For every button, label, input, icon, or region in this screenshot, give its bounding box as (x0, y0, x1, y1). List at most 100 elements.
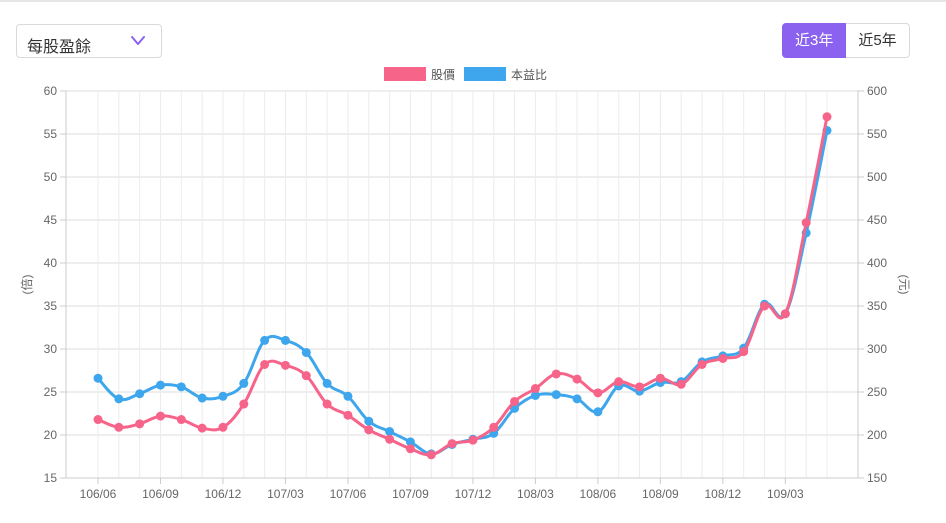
y-right-tick-label: 150 (867, 471, 887, 485)
price-series-line (96, 115, 829, 457)
x-tick-label: 108/06 (580, 487, 617, 501)
pe-data-point[interactable] (280, 335, 290, 345)
y-left-tick-label: 60 (44, 84, 58, 98)
price-data-point[interactable] (614, 377, 624, 387)
y-right-tick-label: 400 (867, 256, 887, 270)
price-data-point[interactable] (176, 415, 186, 425)
price-data-point[interactable] (405, 444, 415, 454)
pe-data-point[interactable] (93, 373, 103, 383)
pe-data-point[interactable] (385, 427, 395, 437)
x-tick-label: 106/12 (205, 487, 242, 501)
range-5y-button[interactable]: 近5年 (846, 23, 910, 58)
price-data-point[interactable] (322, 399, 332, 409)
pe-data-point[interactable] (260, 335, 270, 345)
price-data-point[interactable] (93, 415, 103, 425)
x-tick-label: 109/03 (767, 487, 804, 501)
price-data-point[interactable] (822, 112, 832, 122)
x-tick-label: 108/12 (705, 487, 742, 501)
price-data-point[interactable] (780, 309, 790, 319)
pe-data-point[interactable] (176, 382, 186, 392)
y-right-tick-label: 450 (867, 213, 887, 227)
y-left-tick-label: 20 (44, 428, 58, 442)
y-right-axis-title: (元) (897, 275, 911, 295)
pe-data-point[interactable] (530, 390, 540, 400)
price-data-point[interactable] (530, 384, 540, 394)
pe-data-point[interactable] (135, 389, 145, 399)
x-tick-label: 106/06 (80, 487, 117, 501)
legend-label-pe: 本益比 (511, 68, 547, 82)
y-right-tick-label: 350 (867, 299, 887, 313)
pe-data-point[interactable] (551, 390, 561, 400)
pe-data-point[interactable] (322, 378, 332, 388)
y-left-tick-label: 55 (44, 127, 58, 141)
y-right-tick-label: 200 (867, 428, 887, 442)
pe-data-point[interactable] (114, 394, 124, 404)
y-right-tick-label: 500 (867, 170, 887, 184)
price-data-point[interactable] (447, 439, 457, 449)
top-divider (0, 0, 946, 2)
range-toggle: 近3年 近5年 (782, 23, 910, 58)
x-tick-label: 107/03 (267, 487, 304, 501)
pe-series-line (96, 129, 829, 456)
y-right-tick-label: 250 (867, 385, 887, 399)
price-data-point[interactable] (385, 434, 395, 444)
pe-data-point[interactable] (301, 347, 311, 357)
y-right-tick-label: 600 (867, 84, 887, 98)
pe-data-point[interactable] (364, 416, 374, 426)
price-data-point[interactable] (155, 411, 165, 421)
price-data-point[interactable] (655, 373, 665, 383)
legend-swatch-price[interactable] (384, 67, 426, 81)
x-tick-label: 108/03 (517, 487, 554, 501)
x-tick-label: 107/12 (455, 487, 492, 501)
y-left-tick-label: 30 (44, 342, 58, 356)
price-data-point[interactable] (697, 359, 707, 369)
price-data-point[interactable] (197, 423, 207, 433)
price-data-point[interactable] (364, 425, 374, 435)
range-3y-button[interactable]: 近3年 (782, 23, 847, 58)
price-data-point[interactable] (280, 360, 290, 370)
pe-data-point[interactable] (218, 391, 228, 401)
y-right-tick-label: 550 (867, 127, 887, 141)
price-data-point[interactable] (489, 422, 499, 432)
x-tick-label: 106/09 (142, 487, 179, 501)
x-tick-label: 107/09 (392, 487, 429, 501)
pe-data-point[interactable] (572, 394, 582, 404)
x-tick-label: 107/06 (330, 487, 367, 501)
metric-select[interactable]: 每股盈餘 (16, 24, 162, 58)
price-data-point[interactable] (135, 419, 145, 429)
legend-label-price: 股價 (431, 68, 455, 82)
price-data-point[interactable] (114, 422, 124, 432)
price-data-point[interactable] (218, 422, 228, 432)
pe-data-point[interactable] (155, 380, 165, 390)
y-left-tick-label: 40 (44, 256, 58, 270)
y-left-tick-label: 50 (44, 170, 58, 184)
price-data-point[interactable] (301, 371, 311, 381)
price-data-point[interactable] (572, 374, 582, 384)
price-data-point[interactable] (426, 450, 436, 460)
price-data-point[interactable] (551, 369, 561, 379)
price-data-point[interactable] (239, 399, 249, 409)
metric-select-value: 每股盈餘 (27, 39, 92, 56)
price-data-point[interactable] (343, 410, 353, 420)
pe-data-point[interactable] (239, 378, 249, 388)
y-right-tick-label: 300 (867, 342, 887, 356)
price-data-point[interactable] (260, 359, 270, 369)
pe-data-point[interactable] (405, 437, 415, 447)
price-data-point[interactable] (468, 435, 478, 445)
price-data-point[interactable] (510, 396, 520, 406)
legend-swatch-pe[interactable] (464, 67, 506, 81)
pe-data-point[interactable] (593, 407, 603, 417)
y-left-tick-label: 15 (44, 471, 58, 485)
price-data-point[interactable] (739, 347, 749, 357)
y-left-tick-label: 45 (44, 213, 58, 227)
price-data-point[interactable] (593, 388, 603, 398)
price-data-point[interactable] (676, 379, 686, 389)
price-data-point[interactable] (635, 382, 645, 392)
price-data-point[interactable] (801, 218, 811, 228)
pe-data-point[interactable] (197, 393, 207, 403)
pe-data-point[interactable] (343, 391, 353, 401)
price-data-point[interactable] (718, 353, 728, 363)
x-tick-label: 108/09 (642, 487, 679, 501)
price-data-point[interactable] (760, 301, 770, 311)
